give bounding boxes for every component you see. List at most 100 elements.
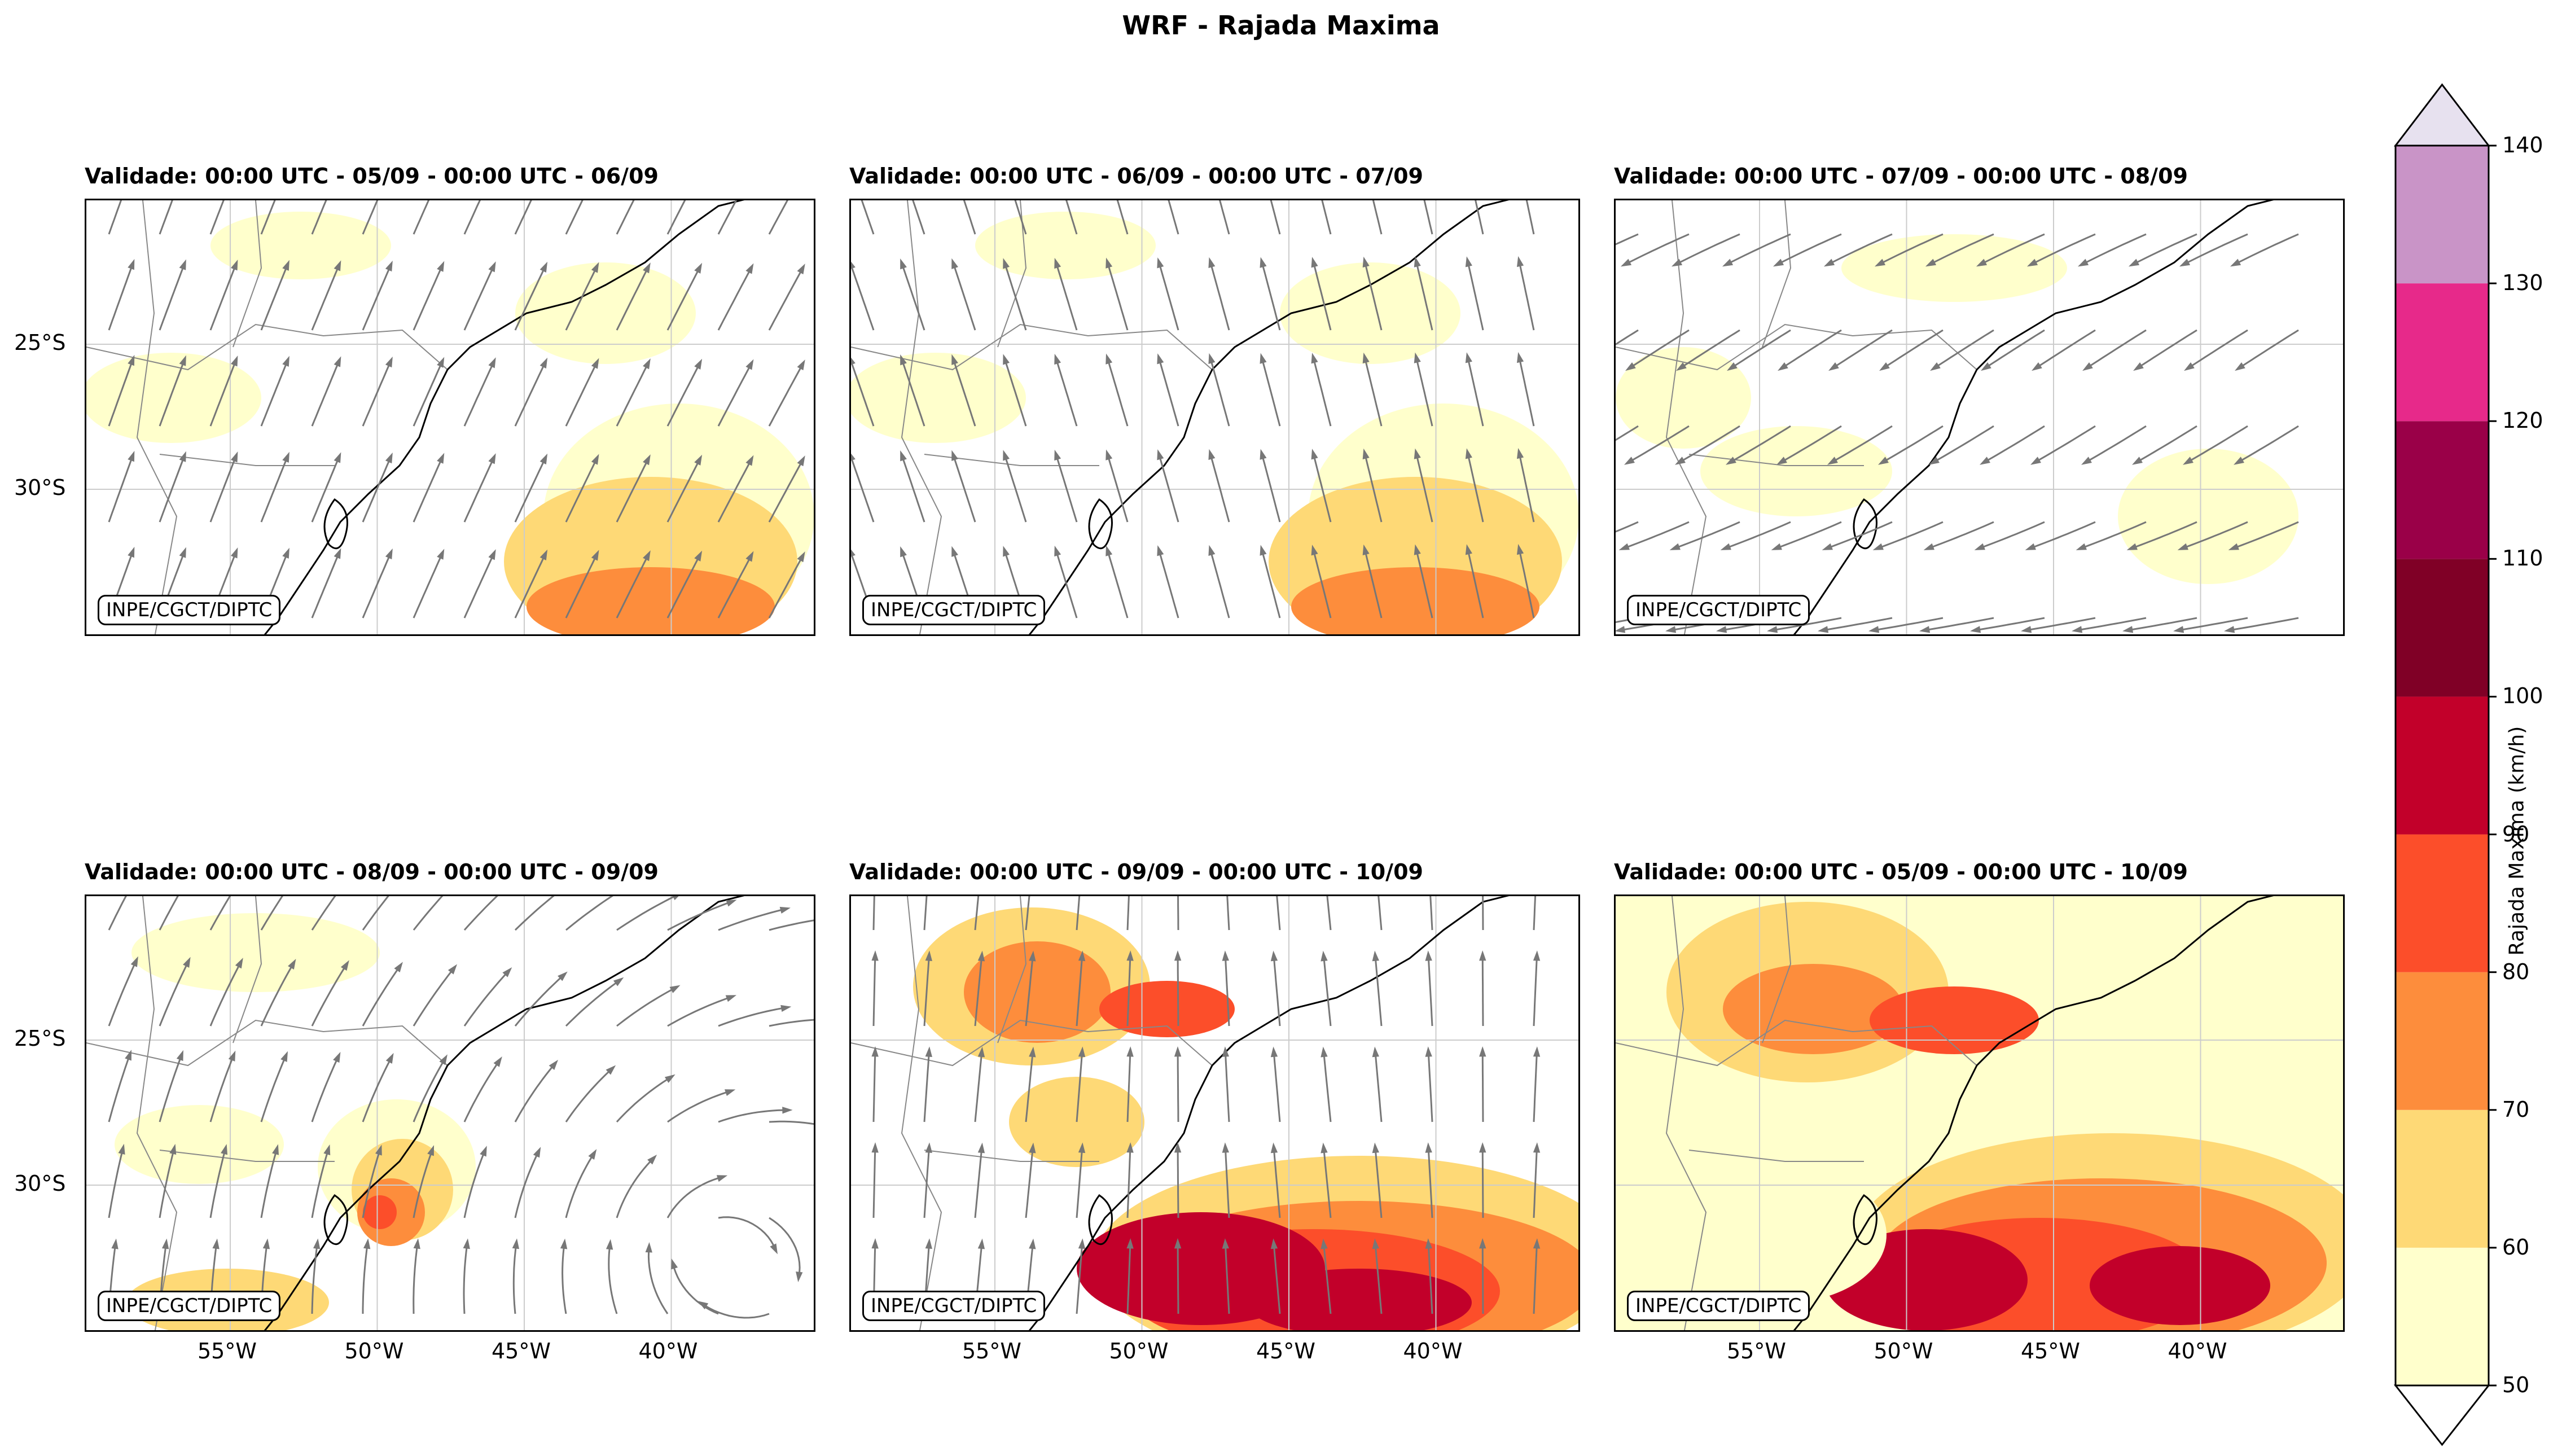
colorbar-tick-label: 130 <box>2502 270 2543 296</box>
streamline <box>362 896 389 931</box>
streamline-arrow <box>230 260 238 271</box>
streamline <box>851 262 875 331</box>
streamline-arrow <box>925 1046 932 1057</box>
streamline <box>769 1120 814 1125</box>
streamline-arrow <box>977 1142 985 1154</box>
streamline-arrow <box>1872 543 1884 550</box>
streamline <box>1481 954 1484 1027</box>
streamline-arrow <box>851 549 856 557</box>
streamline <box>1415 260 1433 331</box>
streamline <box>952 262 976 331</box>
streamline <box>1929 233 1994 266</box>
streamline <box>2183 233 2248 266</box>
streamline <box>872 954 876 1027</box>
streamline-arrow <box>951 258 958 269</box>
state-border <box>232 200 262 348</box>
streamline-arrow <box>125 1050 132 1061</box>
streamline-arrow <box>2072 626 2083 633</box>
lon-label: 45°W <box>2021 1339 2080 1363</box>
streamline-arrow <box>1174 1238 1182 1249</box>
streamline-arrow <box>1676 362 1687 371</box>
streamline-arrow <box>1974 543 1985 550</box>
streamline <box>1106 453 1129 523</box>
streamline <box>718 1109 788 1123</box>
streamline-arrow <box>230 356 238 367</box>
gust-fill <box>851 353 1026 443</box>
streamline-arrow <box>1270 1142 1278 1154</box>
streamline <box>209 896 231 931</box>
map-canvas <box>851 896 1578 1330</box>
streamline-arrow <box>1157 353 1164 365</box>
streamline-arrow <box>437 549 445 560</box>
streamline <box>1326 896 1332 931</box>
streamline-arrow <box>796 1271 803 1282</box>
streamline-arrow <box>1078 1046 1086 1058</box>
lagoon <box>1853 1194 1877 1246</box>
streamline <box>666 1176 723 1218</box>
streamline <box>768 363 804 427</box>
streamline <box>1983 425 2045 464</box>
streamline-arrow <box>280 1051 288 1062</box>
streamline-arrow <box>1981 362 1991 371</box>
streamline <box>616 266 650 331</box>
streamline-arrow <box>313 1238 321 1249</box>
streamline-arrow <box>1003 258 1010 269</box>
streamline-arrow <box>230 451 238 463</box>
streamline-arrow <box>871 1238 879 1249</box>
streamline-arrow <box>488 261 496 273</box>
streamline <box>1481 1146 1484 1218</box>
streamline <box>413 1149 433 1218</box>
streamline-arrow <box>1208 353 1216 365</box>
streamline-arrow <box>549 1059 558 1070</box>
streamline <box>2132 233 2197 266</box>
streamline-arrow <box>363 1238 371 1249</box>
streamline <box>1467 260 1484 331</box>
colorbar-tick-label: 140 <box>2502 133 2543 157</box>
streamline-arrow <box>694 262 703 274</box>
colorbar-tick-label: 110 <box>2502 546 2543 571</box>
streamline <box>1158 453 1179 523</box>
streamline <box>1533 1243 1538 1314</box>
streamline <box>667 995 732 1027</box>
streamline <box>1415 356 1433 427</box>
streamline-arrow <box>1174 1046 1182 1057</box>
streamline <box>1158 261 1179 331</box>
streamline-arrow <box>1822 543 1833 550</box>
streamline <box>1312 357 1332 427</box>
streamline <box>2080 521 2147 550</box>
streamline-arrow <box>1321 950 1328 962</box>
streamline <box>1467 548 1484 619</box>
streamline <box>1780 329 1842 370</box>
streamline <box>413 1243 419 1314</box>
streamline-arrow <box>1222 950 1229 961</box>
streamline-arrow <box>375 1144 382 1156</box>
streamline <box>1106 549 1129 619</box>
streamline <box>1624 233 1690 266</box>
streamline <box>1076 896 1081 931</box>
streamline <box>2136 329 2197 370</box>
streamline-arrow <box>977 1238 985 1249</box>
streamline-arrow <box>851 357 856 365</box>
map-canvas <box>851 200 1578 634</box>
streamline <box>2130 521 2197 550</box>
streamline <box>1374 1051 1383 1122</box>
streamline <box>872 896 875 931</box>
streamline-arrow <box>323 1144 331 1156</box>
streamline-arrow <box>539 549 548 560</box>
streamline <box>362 965 401 1027</box>
streamline-arrow <box>1479 1046 1486 1057</box>
streamline-arrow <box>951 450 958 461</box>
streamline <box>413 457 444 523</box>
streamline <box>1673 521 1740 550</box>
streamline-arrow <box>694 550 703 562</box>
streamline <box>1377 896 1383 931</box>
streamline-arrow <box>591 262 599 273</box>
map-panel: INPE/CGCT/DIPTC <box>1614 894 2345 1332</box>
streamline-arrow <box>437 261 445 272</box>
map-canvas <box>86 896 814 1330</box>
streamline-arrow <box>128 546 135 558</box>
streamline-arrow <box>1716 626 1727 633</box>
streamline <box>1363 261 1383 331</box>
streamline <box>1980 233 2045 266</box>
streamline-arrow <box>1157 545 1164 556</box>
